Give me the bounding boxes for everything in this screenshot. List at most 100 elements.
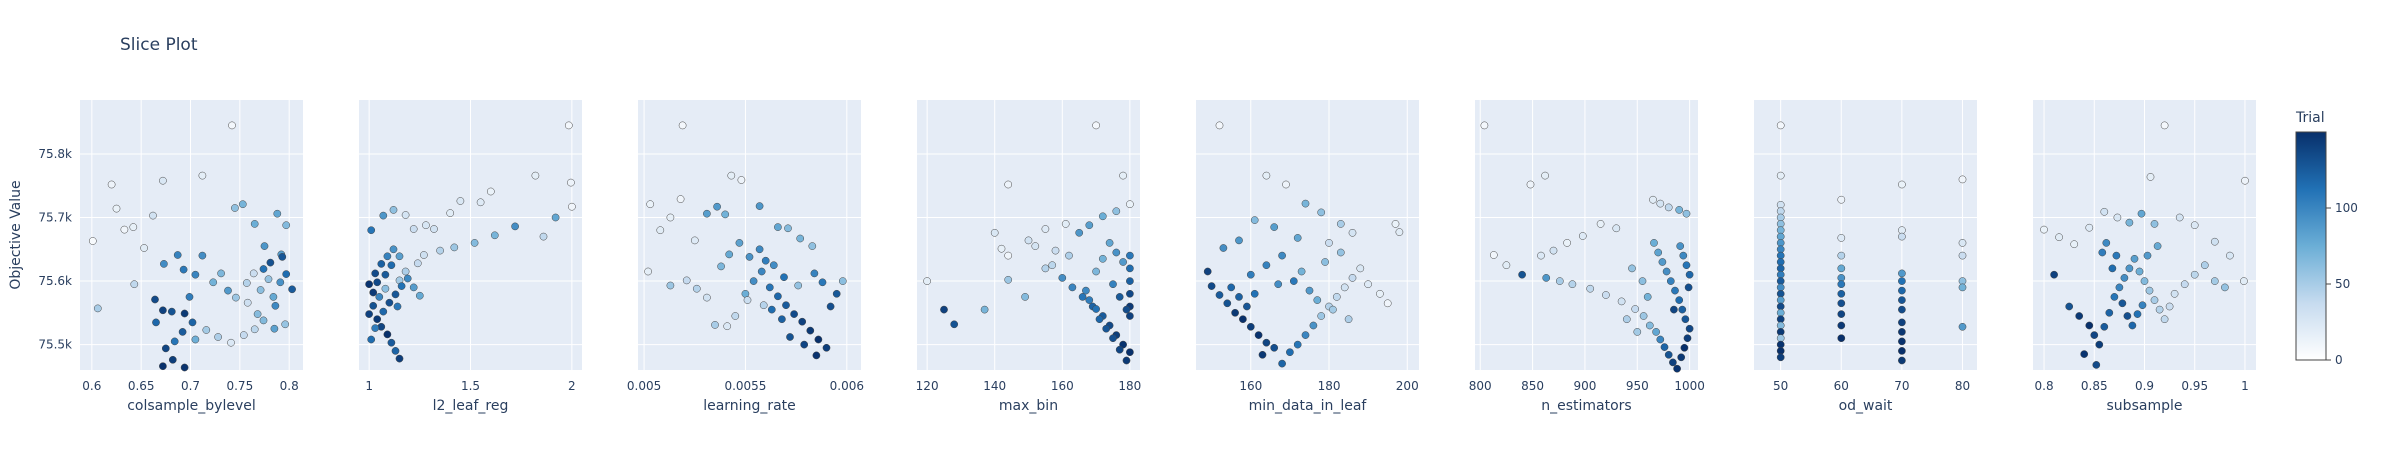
data-point — [1776, 270, 1785, 279]
data-point — [1286, 348, 1294, 357]
data-point — [129, 223, 138, 231]
data-point — [1329, 305, 1337, 314]
data-point — [1652, 328, 1660, 336]
data-point — [1776, 200, 1785, 209]
x-tick-label: 50 — [1773, 379, 1788, 393]
data-point — [379, 211, 388, 220]
data-point — [692, 284, 701, 293]
plot-area — [1196, 100, 1419, 370]
data-point — [1297, 267, 1306, 276]
data-point — [711, 321, 719, 329]
data-point — [1898, 337, 1906, 346]
panel-n_estimators: 800 850 900 950 1000 n_estimators — [1469, 100, 1705, 414]
data-point — [774, 223, 782, 231]
data-point — [2095, 340, 2104, 349]
data-point — [1660, 343, 1669, 351]
data-point — [383, 330, 392, 339]
data-point — [1274, 280, 1283, 289]
data-point — [1898, 318, 1906, 327]
data-point — [2138, 301, 2147, 310]
data-point — [1262, 261, 1271, 270]
data-point — [1095, 315, 1104, 324]
data-point — [242, 279, 251, 287]
data-point — [1336, 220, 1345, 228]
data-point — [1270, 343, 1279, 352]
data-point — [1643, 293, 1652, 301]
data-point — [1664, 203, 1673, 212]
data-point — [682, 276, 691, 285]
data-point — [1246, 270, 1255, 279]
data-point — [2240, 277, 2248, 285]
data-point — [88, 237, 97, 245]
data-point — [249, 269, 258, 278]
data-point — [198, 251, 207, 260]
data-point — [1776, 239, 1785, 247]
data-point — [1776, 171, 1785, 180]
x-tick-label: 0.0055 — [724, 379, 766, 393]
data-point — [1246, 322, 1255, 331]
data-point — [1670, 305, 1678, 314]
plot-area — [638, 100, 861, 370]
data-point — [2090, 331, 2099, 339]
data-point — [387, 338, 396, 347]
data-point — [1092, 121, 1100, 130]
data-point — [2137, 209, 2146, 218]
data-point — [140, 244, 148, 252]
data-point — [1563, 239, 1571, 247]
data-point — [727, 171, 736, 180]
data-point — [1344, 315, 1353, 324]
data-point — [1126, 348, 1134, 357]
data-point — [2108, 264, 2117, 273]
data-point — [253, 310, 262, 318]
data-point — [1639, 312, 1648, 320]
x-tick-label: 0.7 — [181, 379, 200, 393]
data-point — [2155, 305, 2164, 314]
data-point — [2125, 264, 2134, 273]
data-point — [567, 178, 575, 187]
data-point — [1837, 264, 1846, 273]
data-point — [800, 340, 809, 349]
data-point — [1340, 283, 1349, 292]
x-tick-label: 160 — [1051, 379, 1074, 393]
data-point — [120, 225, 129, 234]
data-point — [646, 200, 655, 209]
data-point — [1122, 305, 1131, 314]
data-point — [1645, 321, 1654, 330]
data-point — [2070, 240, 2079, 249]
data-point — [1586, 284, 1595, 293]
data-point — [1270, 223, 1279, 231]
data-point — [2098, 248, 2107, 257]
data-point — [2241, 176, 2249, 185]
data-point — [769, 261, 778, 270]
data-point — [1489, 251, 1498, 259]
data-point — [1837, 234, 1846, 242]
data-point — [379, 307, 388, 316]
data-point — [1051, 246, 1060, 255]
colorbar-title: Trial — [2295, 110, 2325, 126]
data-point — [1126, 277, 1134, 285]
data-point — [1262, 338, 1271, 347]
data-point — [446, 209, 455, 217]
data-point — [1383, 299, 1392, 308]
data-point — [2080, 350, 2089, 358]
x-axis-title: l2_leaf_reg — [433, 398, 509, 414]
data-point — [159, 306, 167, 315]
data-point — [2160, 315, 2169, 324]
data-point — [403, 274, 412, 283]
x-tick-label: 60 — [1834, 379, 1849, 393]
data-point — [2150, 220, 2159, 228]
data-point — [1958, 283, 1967, 292]
plot-area — [1754, 100, 1977, 370]
data-point — [2210, 237, 2219, 246]
data-point — [1105, 239, 1114, 247]
data-point — [1898, 232, 1906, 241]
data-point — [759, 301, 768, 310]
data-point — [1898, 347, 1906, 355]
data-point — [950, 320, 959, 329]
data-point — [269, 293, 278, 301]
data-point — [757, 267, 766, 276]
data-point — [745, 253, 754, 261]
data-point — [1837, 321, 1846, 330]
data-point — [375, 293, 384, 301]
data-point — [1677, 353, 1686, 362]
